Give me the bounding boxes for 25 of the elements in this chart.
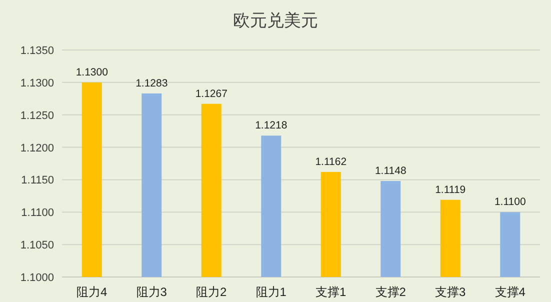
x-tick-label: 阻力3: [136, 285, 168, 299]
data-label: 1.1267: [195, 88, 228, 100]
chart-title: 欧元兑美元: [233, 11, 318, 30]
data-label: 1.1300: [76, 66, 108, 78]
y-tick-label: 1.1150: [21, 174, 54, 187]
data-label: 1.1162: [315, 156, 347, 168]
data-label: 1.1119: [435, 184, 466, 196]
y-tick-label: 1.1350: [20, 45, 54, 57]
y-tick-label: 1.1000: [20, 272, 54, 284]
x-tick-label: 阻力1: [256, 285, 287, 299]
x-tick-label: 支撑2: [375, 285, 406, 299]
x-tick-label: 阻力4: [76, 285, 108, 299]
x-tick-label: 支撑1: [316, 285, 347, 299]
y-tick-label: 1.1250: [20, 110, 54, 122]
y-tick-label: 1.1100: [21, 207, 54, 220]
y-tick-label: 1.1200: [20, 142, 54, 154]
data-label: 1.1283: [136, 77, 168, 90]
data-label: 1.1218: [255, 120, 288, 132]
data-label: 1.1148: [374, 165, 406, 178]
y-tick-label: 1.1050: [20, 240, 54, 252]
y-tick-label: 1.1300: [20, 77, 54, 90]
x-tick-label: 阻力2: [196, 285, 228, 299]
data-label: 1.1100: [494, 196, 526, 208]
x-tick-label: 支撑4: [494, 285, 526, 299]
x-tick-label: 支撑3: [435, 285, 466, 299]
